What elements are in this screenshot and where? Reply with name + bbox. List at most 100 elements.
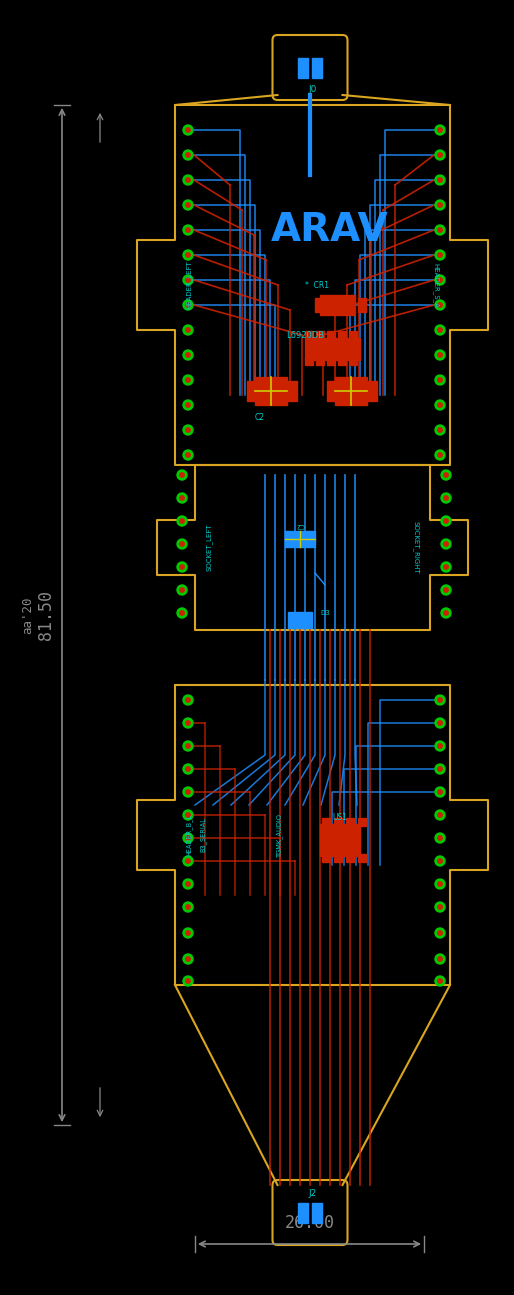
Bar <box>285 531 315 546</box>
Circle shape <box>438 203 442 207</box>
Text: C2: C2 <box>255 413 265 422</box>
Circle shape <box>186 403 190 407</box>
Circle shape <box>183 741 193 751</box>
Circle shape <box>183 400 193 411</box>
Circle shape <box>180 473 184 477</box>
Circle shape <box>186 790 190 794</box>
Circle shape <box>183 350 193 360</box>
Bar <box>358 853 366 862</box>
Bar <box>298 1203 308 1222</box>
Bar <box>288 613 312 628</box>
Circle shape <box>183 225 193 234</box>
Circle shape <box>441 539 451 549</box>
Bar <box>315 298 323 312</box>
Circle shape <box>186 813 190 817</box>
Circle shape <box>186 835 190 840</box>
Circle shape <box>438 931 442 935</box>
Circle shape <box>186 278 190 282</box>
Bar <box>322 818 330 826</box>
Circle shape <box>438 352 442 357</box>
Circle shape <box>180 519 184 523</box>
Circle shape <box>438 177 442 183</box>
Circle shape <box>438 790 442 794</box>
Bar <box>367 381 377 401</box>
Circle shape <box>438 228 442 232</box>
Circle shape <box>186 698 190 702</box>
Bar <box>312 57 322 78</box>
Circle shape <box>438 957 442 961</box>
Circle shape <box>186 128 190 132</box>
Circle shape <box>186 957 190 961</box>
Circle shape <box>186 228 190 232</box>
Bar <box>349 357 357 365</box>
Circle shape <box>438 378 442 382</box>
Circle shape <box>183 300 193 310</box>
Bar <box>349 332 357 338</box>
Circle shape <box>435 449 445 460</box>
Circle shape <box>186 427 190 433</box>
Bar <box>335 377 367 405</box>
Text: *  CR1: * CR1 <box>305 281 329 290</box>
Circle shape <box>186 303 190 307</box>
Circle shape <box>444 588 448 592</box>
Bar <box>358 298 366 312</box>
Circle shape <box>441 562 451 572</box>
Circle shape <box>438 253 442 258</box>
Circle shape <box>435 350 445 360</box>
Text: D3: D3 <box>320 610 330 616</box>
Circle shape <box>186 767 190 772</box>
Circle shape <box>180 496 184 500</box>
Circle shape <box>183 425 193 435</box>
Circle shape <box>435 376 445 385</box>
Circle shape <box>435 175 445 185</box>
Circle shape <box>186 328 190 333</box>
Circle shape <box>438 128 442 132</box>
Circle shape <box>180 588 184 592</box>
Circle shape <box>444 496 448 500</box>
Circle shape <box>183 856 193 866</box>
Bar <box>320 295 355 315</box>
Circle shape <box>435 741 445 751</box>
Bar <box>287 381 297 401</box>
Circle shape <box>183 275 193 285</box>
Text: L6920DB: L6920DB <box>286 330 324 339</box>
Circle shape <box>177 515 187 526</box>
Bar <box>298 57 308 78</box>
Circle shape <box>183 150 193 161</box>
Circle shape <box>186 905 190 909</box>
Circle shape <box>438 303 442 307</box>
Circle shape <box>444 611 448 615</box>
Circle shape <box>441 470 451 480</box>
Bar <box>305 332 313 338</box>
Circle shape <box>186 153 190 157</box>
Circle shape <box>183 954 193 963</box>
Circle shape <box>183 976 193 985</box>
Circle shape <box>441 515 451 526</box>
Circle shape <box>183 903 193 912</box>
Circle shape <box>435 325 445 335</box>
Circle shape <box>435 400 445 411</box>
Circle shape <box>435 425 445 435</box>
Circle shape <box>177 493 187 502</box>
Bar <box>296 1200 324 1225</box>
Text: HEADER_S_A: HEADER_S_A <box>433 263 439 307</box>
Circle shape <box>438 698 442 702</box>
Text: SOCKET_LEFT: SOCKET_LEFT <box>206 523 212 571</box>
Circle shape <box>435 833 445 843</box>
Bar <box>312 1203 322 1222</box>
Circle shape <box>438 767 442 772</box>
Circle shape <box>183 787 193 796</box>
Circle shape <box>444 473 448 477</box>
Circle shape <box>186 721 190 725</box>
Circle shape <box>435 879 445 888</box>
Circle shape <box>183 199 193 210</box>
Circle shape <box>183 175 193 185</box>
Text: B3_SERIAL: B3_SERIAL <box>199 817 207 852</box>
Circle shape <box>441 607 451 618</box>
Circle shape <box>435 787 445 796</box>
Text: ARAV: ARAV <box>271 211 389 249</box>
Bar <box>305 338 360 360</box>
Bar <box>327 381 337 401</box>
Circle shape <box>435 764 445 774</box>
Circle shape <box>438 859 442 864</box>
